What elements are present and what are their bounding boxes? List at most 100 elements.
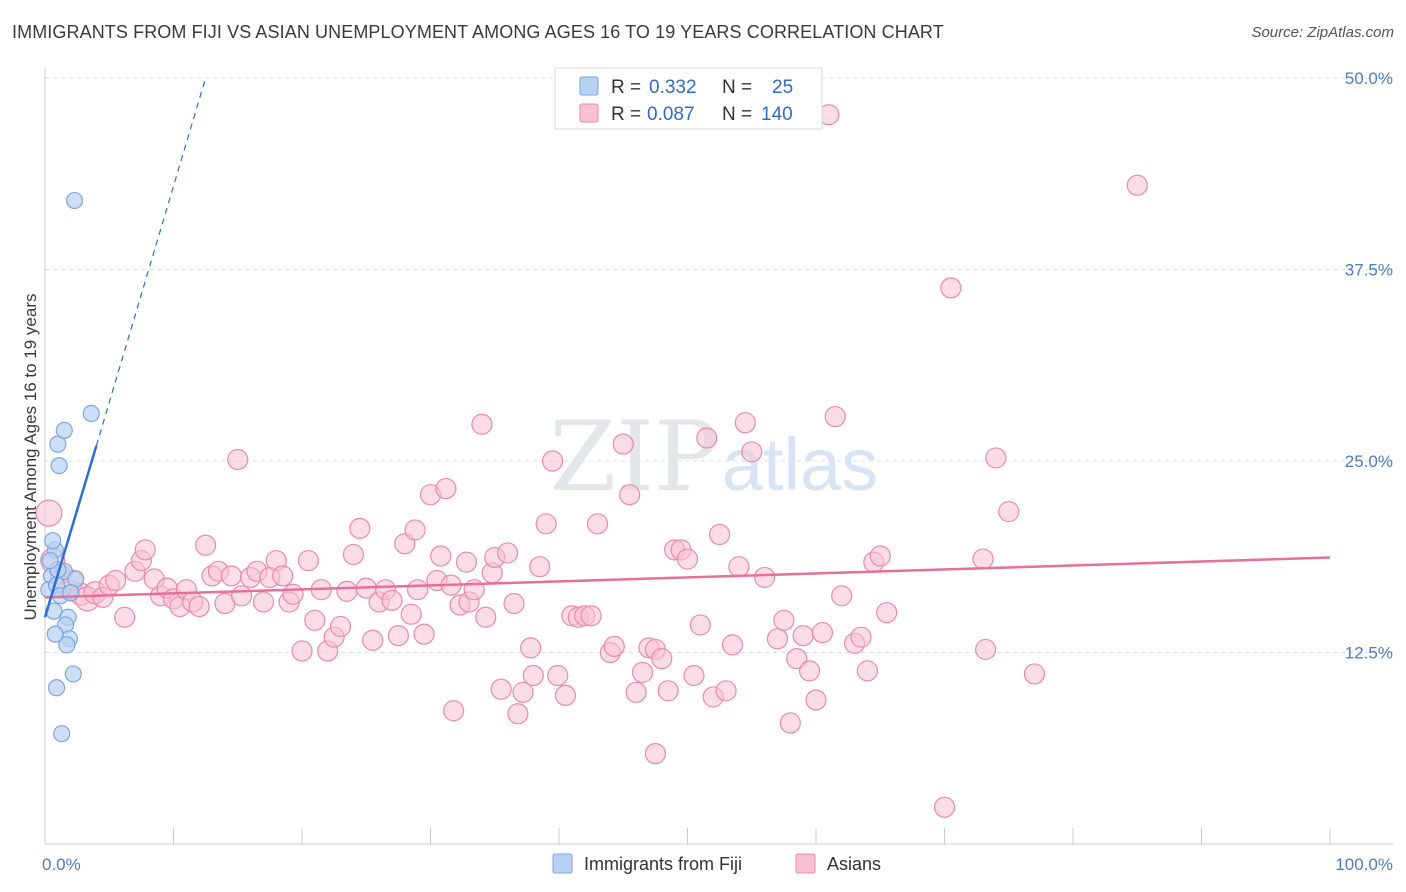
asian-point [522,664,544,687]
asian-point [554,684,577,706]
x-tick-label: 100.0% [1335,855,1393,874]
asian-point [798,660,821,682]
fiji-point [55,421,73,439]
asian-point [387,625,409,647]
asian-point [297,549,320,572]
asian-point [282,583,304,605]
asian-point [188,595,210,618]
fiji-point [46,625,64,643]
asian-point [252,591,275,613]
asian-point [404,519,426,541]
asian-point [541,450,564,472]
asian-point [580,605,602,627]
asian-point [435,477,457,500]
asian-point [134,539,156,561]
trend-lines [43,77,1331,618]
asian-point [676,548,699,570]
grid-lines [45,77,1393,653]
legend-r-value-fiji: 0.332 [649,77,697,98]
asian-point [998,500,1020,523]
asian-point [507,703,529,725]
asian-point [779,712,801,734]
asian-point [1023,663,1046,685]
asian-point [362,629,384,651]
asian-point [869,545,891,567]
asian-point [342,543,364,566]
legend-r-label-asian: R = [611,104,641,125]
asian-point [195,534,217,556]
asian-point [657,680,679,702]
legend-n-label-fiji: N = [722,77,752,98]
fiji-trend-line [43,445,98,618]
watermark-atlas: atlas [722,423,878,506]
asian-point [619,484,641,506]
asian-point [824,405,846,428]
fiji-point [41,551,59,570]
bottom-legend-swatch-asian [795,853,816,874]
asian-point [644,743,666,765]
asian-points [35,104,1148,818]
fiji-point [47,679,66,697]
y-axis-label: Unemployment Among Ages 16 to 19 years [21,294,40,621]
asian-point [975,638,997,661]
asian-point [471,413,493,435]
legend-box [554,67,823,130]
asian-point [773,609,795,631]
asian-point [547,664,569,687]
x-tick-label: 0.0% [42,855,81,874]
asian-point [876,602,898,624]
asian-point [407,579,429,601]
asian-point [304,609,326,631]
asian-point [430,545,452,567]
bottom-legend-swatch-fiji [552,853,573,874]
asian-point [709,523,731,546]
asian-point [683,664,705,687]
asian-point [625,681,647,703]
asian-point [443,700,465,722]
asian-point [753,566,776,589]
asian-point [220,565,242,587]
asian-point [231,585,253,607]
watermark: ZIP atlas [549,401,878,513]
asian-point [272,565,294,587]
asian-point [985,447,1007,469]
fiji-point [62,584,80,602]
asian-point [529,556,551,578]
fiji-point [58,636,76,654]
asian-point [972,548,994,570]
asian-point [651,648,673,670]
asian-point [105,569,127,592]
legend-swatch-fiji [579,76,599,96]
asian-point [475,606,497,628]
asian-point [512,681,534,703]
asian-point [455,551,478,573]
legend-n-label-asian: N = [722,104,752,125]
fiji-point [82,404,100,423]
asian-point [811,621,834,644]
asian-point [114,606,136,628]
asian-point [831,585,853,607]
legend-r-label-fiji: R = [611,77,641,98]
asian-point [291,640,313,662]
correlation-legend: R = 0.332 N = 25 R = 0.087 N = 140 [554,67,823,130]
asian-point [490,678,512,700]
asian-point [721,634,744,656]
fiji-point [44,532,62,550]
asian-trend-line [44,556,1331,599]
legend-swatch-asian [579,103,599,123]
legend-n-value-asian: 140 [761,104,793,125]
asian-point [933,796,956,818]
asian-point [741,441,763,463]
asian-point [734,412,756,434]
fiji-point [64,665,82,683]
asian-point [696,427,718,449]
axes: 12.5% 25.0% 37.5% 50.0% 0.0% 100.0% [42,68,1393,874]
asian-point [349,517,371,540]
series-legend: Immigrants from Fiji Asians [552,853,881,874]
bottom-legend-label-asian: Asians [827,854,881,874]
y-tick-label: 25.0% [1345,452,1393,471]
legend-r-value-asian: 0.087 [647,104,695,125]
asian-point [792,625,814,647]
y-tick-label: 12.5% [1345,644,1393,663]
asian-point [336,580,358,602]
